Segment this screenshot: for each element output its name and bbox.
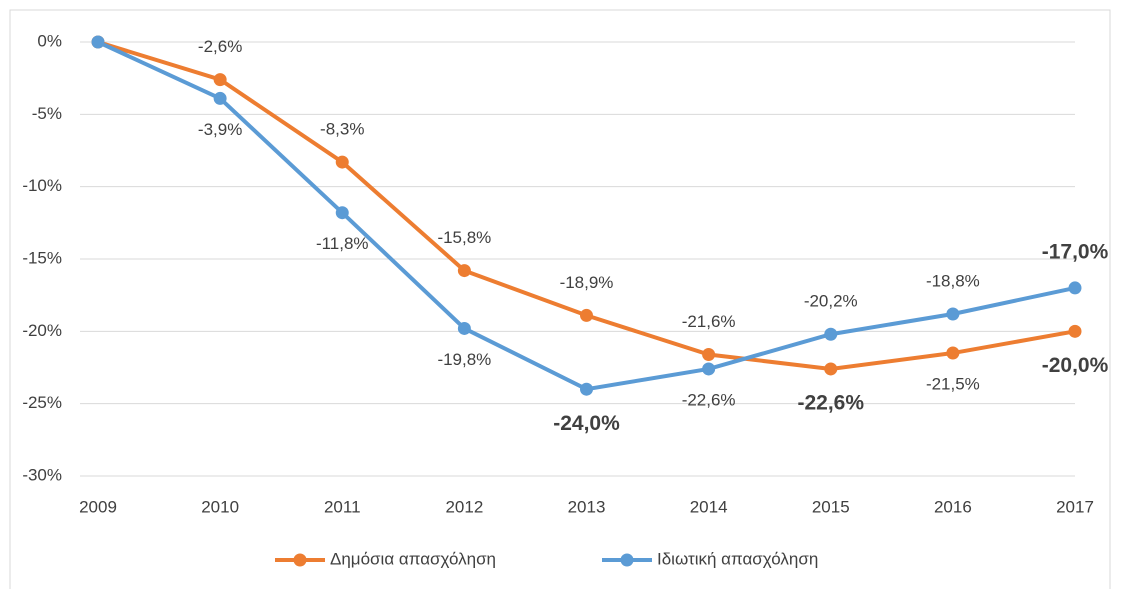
y-tick-label: -20% xyxy=(22,321,62,340)
x-tick-label: 2011 xyxy=(324,497,361,516)
x-tick-label: 2010 xyxy=(201,497,239,516)
x-tick-label: 2017 xyxy=(1056,497,1094,516)
y-tick-label: -30% xyxy=(22,465,62,484)
y-tick-label: -5% xyxy=(32,104,62,123)
data-point xyxy=(335,155,349,169)
data-label: -19,8% xyxy=(437,350,491,369)
data-point xyxy=(946,307,960,321)
data-point xyxy=(335,206,349,220)
data-label: -20,0% xyxy=(1042,354,1109,377)
data-point xyxy=(580,382,593,396)
data-point xyxy=(213,73,227,87)
x-tick-label: 2014 xyxy=(690,497,728,516)
x-tick-label: 2012 xyxy=(445,497,483,516)
data-label: -20,2% xyxy=(804,292,858,311)
data-label: -21,5% xyxy=(926,375,980,394)
data-label: -18,9% xyxy=(560,273,614,292)
data-point xyxy=(457,321,471,335)
data-label: -22,6% xyxy=(797,392,864,415)
legend-marker xyxy=(620,553,634,567)
chart-frame xyxy=(9,9,1111,594)
y-tick-label: -15% xyxy=(22,248,62,267)
data-label: -22,6% xyxy=(682,390,736,409)
legend-label: Δημόσια απασχόληση xyxy=(330,549,496,568)
x-tick-label: 2009 xyxy=(79,497,117,516)
data-point xyxy=(1068,281,1082,295)
y-tick-label: -25% xyxy=(22,393,62,412)
data-label: -21,6% xyxy=(682,312,736,331)
data-label: -18,8% xyxy=(926,271,980,290)
y-tick-label: 0% xyxy=(37,31,62,50)
data-label: -8,3% xyxy=(320,120,364,139)
legend-label: Ιδιωτική απασχόληση xyxy=(657,549,818,568)
data-point xyxy=(702,362,716,376)
x-tick-label: 2015 xyxy=(812,497,850,516)
data-point xyxy=(457,264,471,278)
data-point xyxy=(824,362,838,376)
y-tick-label: -10% xyxy=(22,176,62,195)
data-label: -24,0% xyxy=(553,412,620,435)
data-point xyxy=(1068,324,1082,338)
x-tick-label: 2016 xyxy=(934,497,972,516)
data-point xyxy=(580,308,593,322)
data-label: -17,0% xyxy=(1042,240,1109,263)
data-label: -3,9% xyxy=(198,120,242,139)
data-point xyxy=(824,327,838,341)
data-point xyxy=(946,346,960,360)
data-label: -15,8% xyxy=(437,228,491,247)
data-label: -11,8% xyxy=(316,234,369,253)
data-point xyxy=(91,35,105,49)
data-point xyxy=(213,91,227,105)
x-tick-label: 2013 xyxy=(568,497,606,516)
data-label: -2,6% xyxy=(198,37,242,56)
data-point xyxy=(702,347,716,361)
legend-marker xyxy=(293,553,307,567)
